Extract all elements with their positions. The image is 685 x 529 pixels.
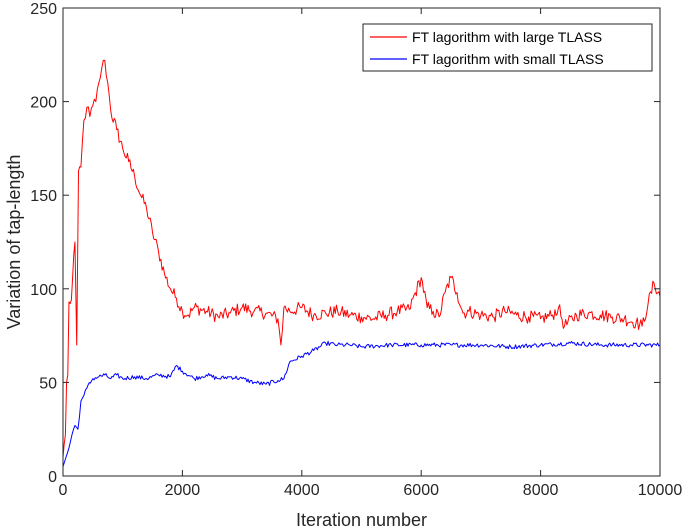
x-tick-label-2000: 2000 bbox=[165, 482, 201, 499]
y-axis-label: Variation of tap-length bbox=[4, 155, 24, 330]
y-tick-label-200: 200 bbox=[30, 95, 57, 112]
x-tick-label-6000: 6000 bbox=[403, 482, 439, 499]
y-tick-label-100: 100 bbox=[30, 282, 57, 299]
y-tick-label-150: 150 bbox=[30, 188, 57, 205]
x-tick-label-8000: 8000 bbox=[523, 482, 559, 499]
x-axis-label: Iteration number bbox=[296, 510, 427, 529]
legend-label-large-tlass: FT lagorithm with large TLASS bbox=[412, 29, 602, 45]
plot-frame bbox=[62, 7, 661, 477]
ticks-layer: 0 2000 4000 6000 8000 10000 0 50 100 150 200 250 bbox=[30, 1, 682, 499]
series-line-0 bbox=[62, 59, 661, 458]
legend: FT lagorithm with large TLASS FT lagorit… bbox=[362, 23, 653, 72]
x-tick-label-10000: 10000 bbox=[638, 482, 683, 499]
y-tick-label-250: 250 bbox=[30, 1, 57, 18]
legend-box bbox=[362, 23, 653, 72]
y-tick-label-0: 0 bbox=[48, 469, 57, 486]
x-tick-label-4000: 4000 bbox=[284, 482, 320, 499]
series-line-1 bbox=[62, 340, 661, 467]
y-tick-label-50: 50 bbox=[39, 375, 57, 392]
plot-area bbox=[63, 8, 660, 476]
x-tick-label-0: 0 bbox=[59, 482, 68, 499]
legend-label-small-tlass: FT lagorithm with small TLASS bbox=[412, 51, 604, 67]
series-layer bbox=[62, 59, 661, 467]
